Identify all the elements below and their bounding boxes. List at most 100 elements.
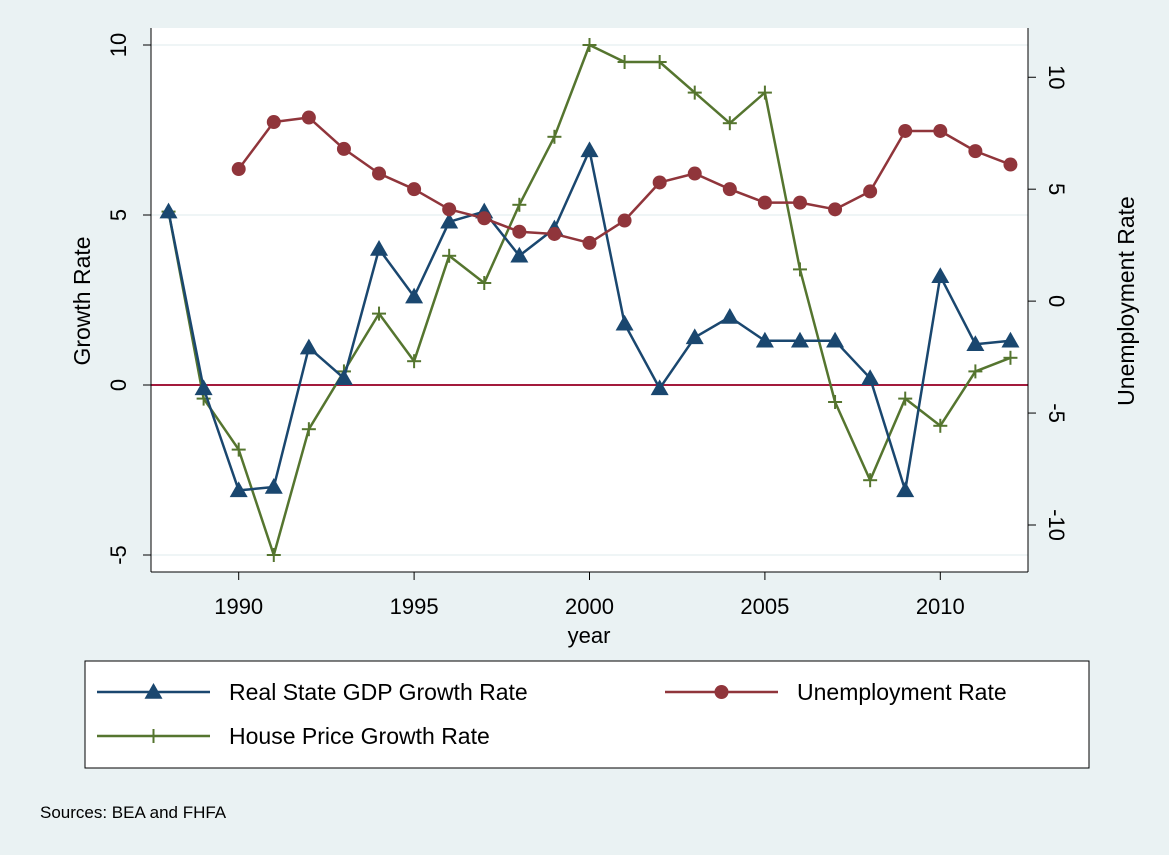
data-point [617, 213, 632, 228]
data-point [896, 481, 915, 498]
data-point [687, 166, 702, 181]
y-left-tick-label: 10 [106, 33, 131, 57]
data-point [898, 391, 913, 406]
plot-area [151, 28, 1028, 572]
data-point [790, 331, 809, 348]
data-point [757, 195, 772, 210]
y-axis-right-label: Unemployment Rate [1113, 196, 1139, 406]
data-point [968, 144, 983, 159]
x-tick-label: 2000 [565, 594, 614, 619]
x-axis-label: year [568, 623, 611, 648]
y-right-tick-label: -5 [1044, 403, 1069, 423]
x-tick-label: 2010 [916, 594, 965, 619]
data-point [615, 314, 634, 331]
data-point [863, 184, 878, 199]
data-point [898, 123, 913, 138]
data-point [407, 182, 422, 197]
data-point [266, 115, 281, 130]
data-point [336, 141, 351, 156]
y-right-tick-label: 5 [1044, 183, 1069, 195]
series-lines [159, 38, 1020, 562]
data-point [370, 240, 389, 256]
data-point [405, 287, 424, 304]
data-point [652, 175, 667, 190]
x-tick-label: 1995 [390, 594, 439, 619]
data-point [826, 331, 845, 348]
legend-marker [146, 729, 161, 743]
data-point [266, 548, 281, 562]
legend-marker [714, 685, 729, 699]
data-point [863, 473, 878, 488]
data-point [722, 116, 737, 131]
legend-marker [144, 683, 163, 699]
data-point [510, 246, 529, 263]
series-unemployment-rate [231, 110, 1018, 250]
data-point [477, 211, 492, 226]
data-point [966, 335, 985, 351]
legend-label: Real State GDP Growth Rate [229, 679, 528, 705]
data-point [477, 276, 492, 290]
data-point [301, 422, 316, 437]
data-point [299, 338, 318, 355]
data-point [194, 379, 213, 396]
legend-label: Unemployment Rate [797, 679, 1007, 705]
data-point [372, 306, 387, 321]
data-point [755, 331, 774, 348]
data-point [720, 308, 739, 324]
data-point [1003, 157, 1018, 172]
data-point [442, 202, 457, 217]
series-real-state-gdp-growth-rate [159, 141, 1020, 498]
x-tick-label: 2005 [740, 594, 789, 619]
data-point [828, 202, 843, 217]
data-point [582, 38, 597, 52]
y-left-tick-label: 0 [106, 379, 131, 391]
series-house-price-growth-rate [161, 38, 1018, 562]
legend-box [84, 660, 1090, 769]
data-point [792, 195, 807, 210]
data-point [159, 202, 178, 219]
y-right-tick-label: -10 [1044, 509, 1069, 541]
data-point [229, 481, 248, 498]
data-point [301, 110, 316, 125]
data-point [372, 166, 387, 181]
legend-entry: House Price Growth Rate [97, 723, 490, 749]
data-point [334, 369, 353, 385]
data-point [547, 129, 562, 144]
legend-entry: Real State GDP Growth Rate [97, 679, 528, 705]
data-point [722, 182, 737, 197]
data-point [687, 85, 702, 100]
data-point [931, 267, 950, 283]
data-point [757, 85, 772, 100]
axes: 1990 1995 2000 2005 2010 -5 0 5 10 -10 -5 0 5 10 [106, 28, 1069, 619]
y-right-tick-label: 10 [1044, 65, 1069, 89]
data-point [1001, 331, 1020, 348]
data-point [1003, 350, 1018, 365]
data-point [968, 364, 983, 379]
legend-label: House Price Growth Rate [229, 723, 490, 749]
data-point [231, 162, 246, 177]
data-point [440, 212, 459, 229]
data-point [264, 478, 283, 494]
data-point [547, 226, 562, 241]
y-left-tick-label: -5 [106, 545, 131, 565]
legend-entry: Unemployment Rate [665, 679, 1007, 705]
data-point [512, 224, 527, 239]
y-right-tick-label: 0 [1044, 295, 1069, 307]
source-note: Sources: BEA and FHFA [40, 803, 227, 822]
data-point [512, 197, 527, 212]
legend: Real State GDP Growth Rate Unemployment R… [84, 660, 1090, 769]
data-point [442, 248, 457, 263]
data-point [580, 141, 599, 158]
data-point [861, 369, 880, 385]
data-point [685, 328, 704, 345]
data-point [933, 418, 948, 433]
data-point [582, 235, 597, 250]
data-point [792, 262, 807, 277]
data-point [650, 379, 669, 396]
data-point [407, 354, 422, 369]
data-point [652, 55, 667, 69]
y-left-tick-label: 5 [106, 209, 131, 221]
data-point [933, 123, 948, 138]
data-point [617, 55, 632, 69]
